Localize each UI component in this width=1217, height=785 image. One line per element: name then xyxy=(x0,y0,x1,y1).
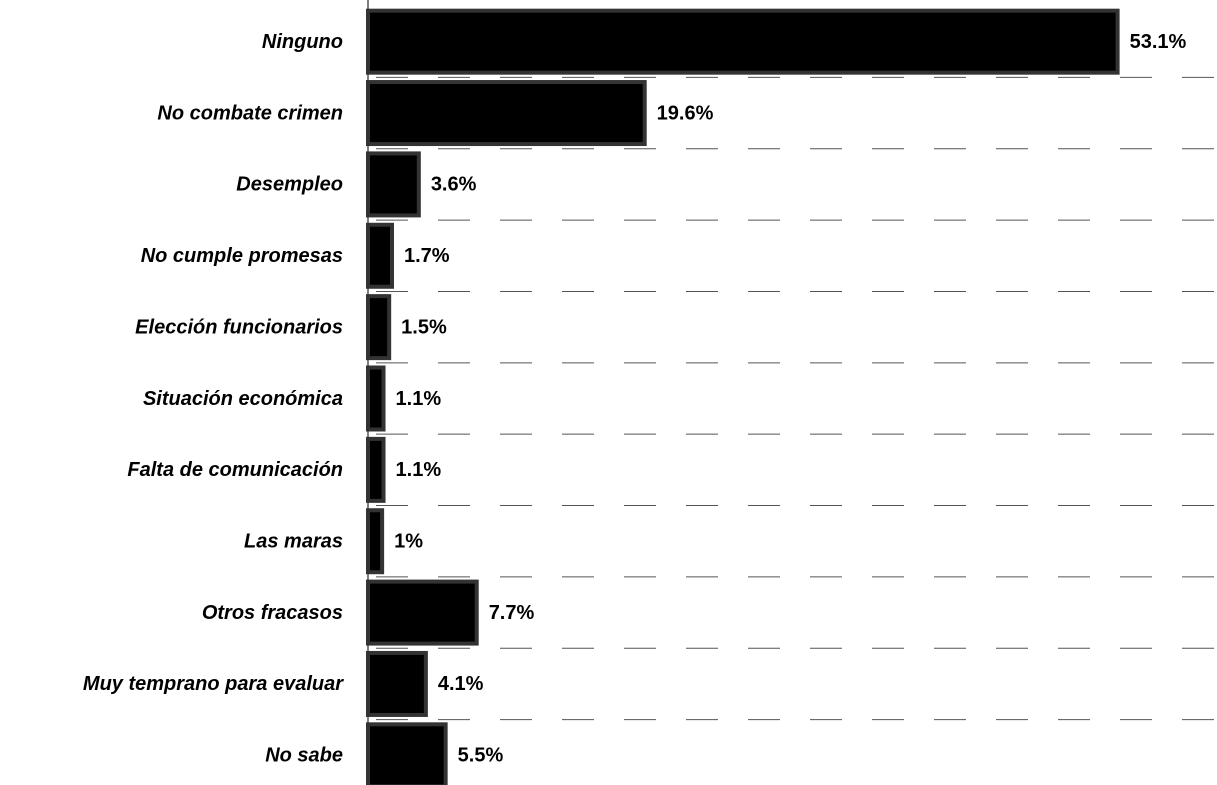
value-label: 1% xyxy=(394,531,423,553)
category-label: Otros fracasos xyxy=(202,602,343,624)
bar xyxy=(366,722,448,785)
category-label: Muy temprano para evaluar xyxy=(83,673,344,695)
category-label: Falta de comunicación xyxy=(127,459,343,481)
value-label: 5.5% xyxy=(458,745,504,767)
category-label: No cumple promesas xyxy=(141,245,343,267)
value-label: 4.1% xyxy=(438,673,484,695)
value-label: 1.1% xyxy=(396,459,442,481)
bar xyxy=(366,151,421,218)
bar xyxy=(366,508,385,575)
value-label: 1.1% xyxy=(396,388,442,410)
category-label: No combate crimen xyxy=(157,102,343,124)
bar xyxy=(366,579,479,646)
category-label: No sabe xyxy=(265,745,343,767)
value-label: 7.7% xyxy=(489,602,535,624)
value-label: 3.6% xyxy=(431,174,477,196)
bar xyxy=(366,80,647,147)
category-label: Situación económica xyxy=(143,388,343,410)
bar xyxy=(366,294,392,361)
value-label: 19.6% xyxy=(657,102,714,124)
category-label: Desempleo xyxy=(236,174,343,196)
bar xyxy=(366,365,386,432)
value-label: 1.7% xyxy=(404,245,450,267)
category-label: Las maras xyxy=(244,531,343,553)
value-label: 1.5% xyxy=(401,316,447,338)
bar xyxy=(366,222,394,289)
category-label: Elección funcionarios xyxy=(135,316,343,338)
category-label: Ninguno xyxy=(262,31,343,53)
bar xyxy=(366,436,386,503)
bar xyxy=(366,650,428,717)
value-label: 53.1% xyxy=(1130,31,1187,53)
bar xyxy=(366,8,1120,75)
